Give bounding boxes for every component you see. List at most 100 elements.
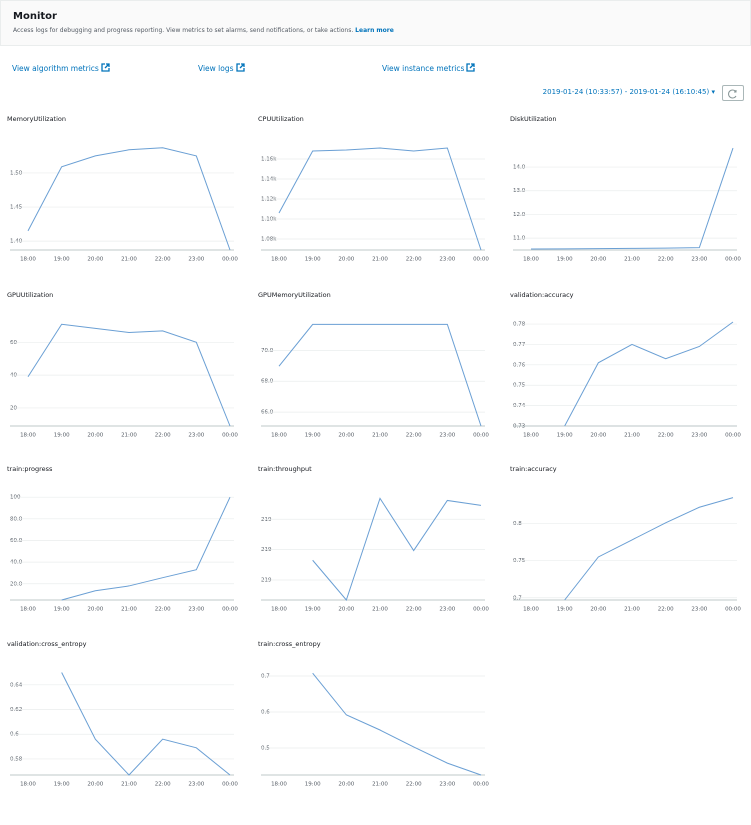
x-tick-label: 19:00 bbox=[54, 433, 70, 439]
x-tick-label: 00:00 bbox=[473, 257, 489, 263]
x-tick-label: 19:00 bbox=[54, 257, 70, 263]
learn-more-link[interactable]: Learn more bbox=[355, 27, 394, 34]
x-tick-label: 19:00 bbox=[305, 257, 321, 263]
y-tick-label: 0.74 bbox=[513, 403, 526, 409]
header: Monitor Access logs for debugging and pr… bbox=[0, 0, 751, 46]
y-tick-label: 1.10k bbox=[261, 217, 277, 223]
y-tick-label: 80.0 bbox=[10, 516, 23, 522]
link-text: View logs bbox=[198, 64, 234, 73]
x-tick-label: 20:00 bbox=[338, 607, 354, 613]
header-title: Monitor bbox=[13, 11, 57, 22]
y-tick-label: 12.0 bbox=[513, 212, 526, 218]
chart-title: validation:cross_entropy bbox=[7, 640, 87, 648]
x-tick-label: 21:00 bbox=[372, 433, 388, 439]
x-tick-label: 19:00 bbox=[54, 607, 70, 613]
data-line bbox=[27, 147, 231, 251]
data-line bbox=[278, 147, 482, 251]
x-tick-label: 18:00 bbox=[271, 607, 287, 613]
data-line bbox=[564, 321, 734, 427]
algorithm-metrics-link[interactable]: View algorithm metrics bbox=[12, 63, 110, 73]
x-tick-label: 21:00 bbox=[121, 257, 137, 263]
x-tick-label: 19:00 bbox=[557, 257, 573, 263]
y-tick-label: 0.62 bbox=[10, 707, 22, 713]
x-tick-label: 22:00 bbox=[658, 433, 674, 439]
instance-metrics-link[interactable]: View instance metrics bbox=[382, 63, 476, 73]
x-tick-label: 23:00 bbox=[691, 433, 707, 439]
x-tick-label: 18:00 bbox=[523, 607, 539, 613]
y-tick-label: 0.58 bbox=[10, 756, 23, 762]
x-tick-label: 00:00 bbox=[473, 782, 489, 788]
y-tick-label: 0.78 bbox=[513, 322, 526, 328]
y-tick-label: 13.0 bbox=[513, 188, 526, 194]
y-tick-label: 0.8 bbox=[513, 521, 522, 527]
y-tick-label: 0.75 bbox=[513, 383, 526, 389]
x-tick-label: 18:00 bbox=[20, 257, 36, 263]
x-tick-label: 00:00 bbox=[222, 607, 238, 613]
x-tick-label: 22:00 bbox=[658, 607, 674, 613]
x-tick-label: 20:00 bbox=[87, 607, 103, 613]
y-tick-label: 1.16k bbox=[261, 157, 277, 163]
x-tick-label: 23:00 bbox=[439, 782, 455, 788]
y-tick-label: 0.7 bbox=[513, 595, 522, 601]
y-tick-label: 0.6 bbox=[10, 732, 19, 738]
x-tick-label: 00:00 bbox=[222, 782, 238, 788]
x-tick-label: 20:00 bbox=[87, 782, 103, 788]
data-line bbox=[61, 672, 231, 776]
x-tick-label: 20:00 bbox=[87, 257, 103, 263]
chart-title: train:throughput bbox=[258, 465, 312, 473]
chart-title: GPUMemoryUtilization bbox=[258, 291, 331, 299]
y-tick-label: 0.75 bbox=[513, 558, 526, 564]
x-tick-label: 23:00 bbox=[188, 257, 204, 263]
x-tick-label: 22:00 bbox=[155, 257, 171, 263]
y-tick-label: 66.0 bbox=[261, 410, 274, 416]
x-tick-label: 00:00 bbox=[473, 433, 489, 439]
x-tick-label: 23:00 bbox=[439, 257, 455, 263]
x-tick-label: 21:00 bbox=[372, 257, 388, 263]
x-tick-label: 22:00 bbox=[406, 782, 422, 788]
external-icon bbox=[235, 63, 245, 72]
y-tick-label: 1.50 bbox=[10, 170, 23, 176]
chart-title: validation:accuracy bbox=[510, 291, 574, 299]
x-tick-label: 23:00 bbox=[439, 433, 455, 439]
y-tick-label: 219 bbox=[261, 577, 272, 583]
y-tick-label: 219 bbox=[261, 517, 272, 523]
description: Access logs for debugging and progress r… bbox=[13, 27, 354, 34]
x-tick-label: 23:00 bbox=[691, 257, 707, 263]
y-tick-label: 1.12k bbox=[261, 197, 277, 203]
x-tick-label: 22:00 bbox=[658, 257, 674, 263]
chart-title: train:cross_entropy bbox=[258, 640, 321, 648]
x-tick-label: 22:00 bbox=[155, 607, 171, 613]
refresh-icon bbox=[728, 89, 737, 99]
x-tick-label: 00:00 bbox=[725, 433, 741, 439]
data-line bbox=[312, 497, 482, 602]
y-tick-label: 0.6 bbox=[261, 710, 270, 716]
data-line bbox=[564, 497, 734, 601]
y-tick-label: 100 bbox=[10, 495, 21, 501]
x-tick-label: 20:00 bbox=[590, 433, 606, 439]
x-tick-label: 19:00 bbox=[54, 782, 70, 788]
date-range[interactable]: 2019-01-24 (10:33:57) - 2019-01-24 (16:1… bbox=[542, 88, 715, 96]
external-icon bbox=[466, 63, 476, 72]
refresh-button[interactable] bbox=[722, 85, 744, 101]
x-tick-label: 20:00 bbox=[87, 433, 103, 439]
y-tick-label: 1.45 bbox=[10, 205, 23, 211]
x-tick-label: 21:00 bbox=[372, 607, 388, 613]
x-tick-label: 23:00 bbox=[188, 607, 204, 613]
x-tick-label: 00:00 bbox=[725, 257, 741, 263]
x-tick-label: 22:00 bbox=[155, 433, 171, 439]
x-tick-label: 21:00 bbox=[372, 782, 388, 788]
data-line bbox=[530, 147, 734, 250]
x-tick-label: 19:00 bbox=[305, 607, 321, 613]
data-line bbox=[27, 323, 231, 427]
x-tick-label: 23:00 bbox=[188, 433, 204, 439]
x-tick-label: 22:00 bbox=[406, 433, 422, 439]
x-tick-label: 18:00 bbox=[523, 257, 539, 263]
x-tick-label: 22:00 bbox=[155, 782, 171, 788]
y-tick-label: 68.0 bbox=[261, 379, 274, 385]
x-tick-label: 20:00 bbox=[338, 257, 354, 263]
x-tick-label: 18:00 bbox=[20, 607, 36, 613]
data-line bbox=[278, 323, 482, 427]
x-tick-label: 21:00 bbox=[121, 433, 137, 439]
logs-link[interactable]: View logs bbox=[198, 63, 245, 73]
